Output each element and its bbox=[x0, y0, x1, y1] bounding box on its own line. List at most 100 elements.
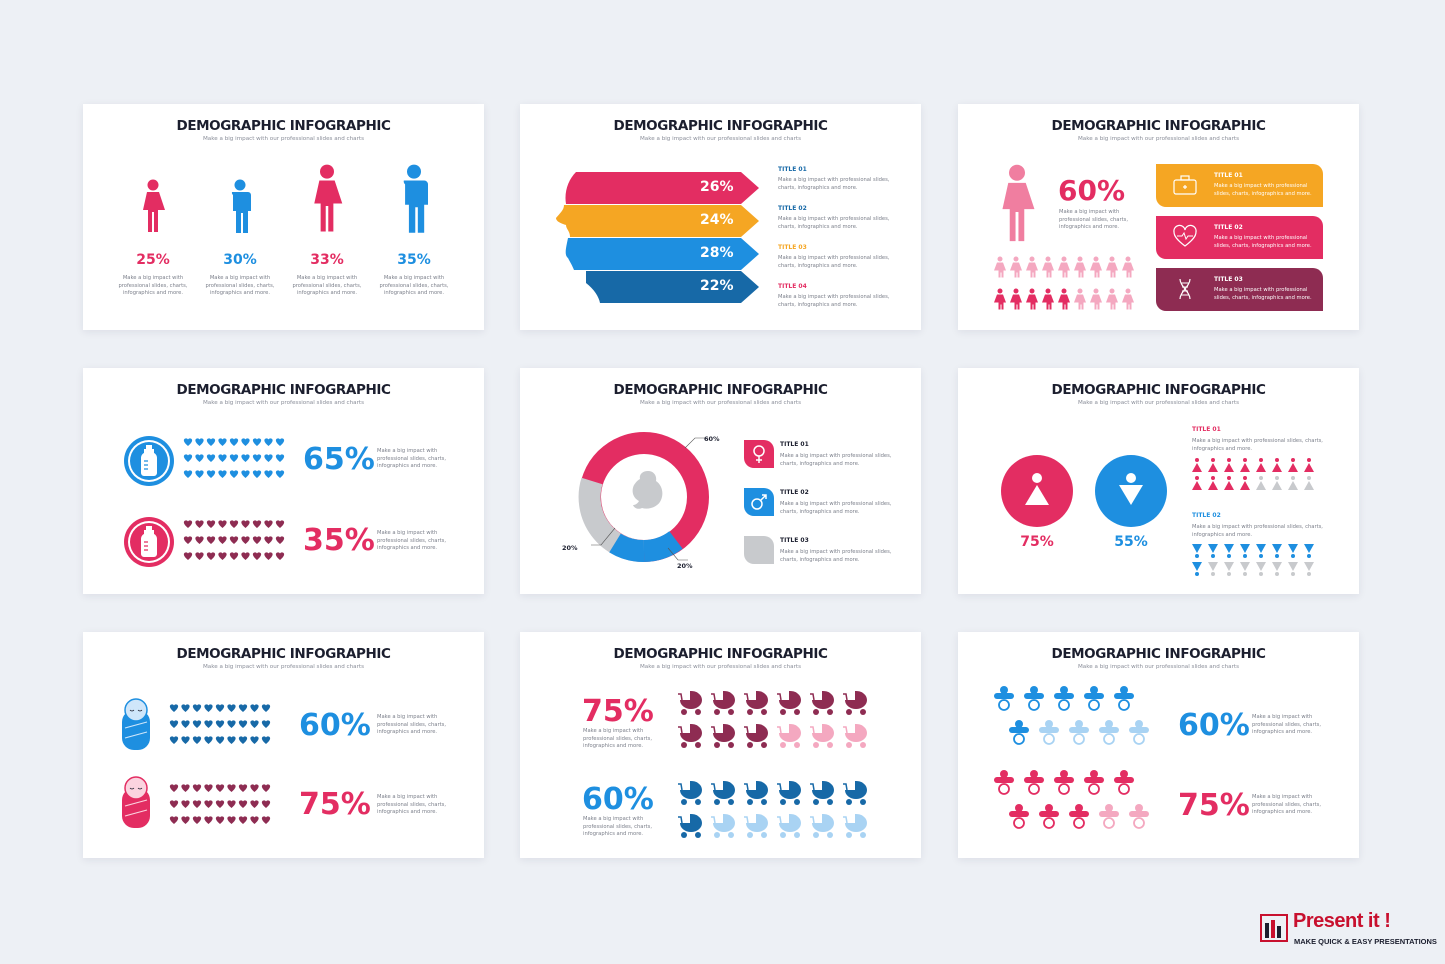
donut-label: 60% bbox=[704, 435, 720, 443]
heart-icon bbox=[264, 552, 273, 560]
slide-3[interactable]: DEMOGRAPHIC INFOGRAPHIC Make a big impac… bbox=[958, 104, 1359, 330]
heart-icon bbox=[252, 454, 262, 462]
stat-description: Make a big impact with professional slide… bbox=[118, 275, 188, 296]
slide-5[interactable]: DEMOGRAPHIC INFOGRAPHIC Make a big impac… bbox=[520, 368, 921, 594]
item-description: Make a big impact with professional slid… bbox=[780, 549, 892, 563]
male-triangle-icon bbox=[1240, 544, 1250, 558]
slide-title: DEMOGRAPHIC INFOGRAPHIC bbox=[1051, 118, 1266, 134]
stroller-icon bbox=[744, 780, 769, 805]
female-symbol-icon bbox=[744, 440, 774, 468]
heart-icon bbox=[252, 470, 262, 478]
female-triangle-icon bbox=[1272, 476, 1282, 490]
stat-description: Make a big impact with professional slide… bbox=[583, 728, 652, 749]
dna-icon bbox=[1179, 278, 1191, 300]
female-triangle-icon bbox=[1304, 476, 1314, 490]
heart-icon bbox=[250, 736, 259, 744]
box-title: TITLE 03 bbox=[1214, 276, 1243, 283]
heart-icon bbox=[227, 800, 236, 808]
heart-icon bbox=[206, 536, 216, 544]
pacifier-icon bbox=[1024, 770, 1044, 795]
heart-icon bbox=[183, 454, 193, 462]
stat-description: Make a big impact with professional slide… bbox=[1252, 714, 1321, 735]
heart-icon bbox=[238, 736, 248, 744]
heart-icon bbox=[275, 454, 285, 462]
male-icon bbox=[231, 179, 251, 233]
female-triangle-icon bbox=[1192, 476, 1202, 490]
heart-icon bbox=[229, 454, 239, 462]
slide-1[interactable]: DEMOGRAPHIC INFOGRAPHIC Make a big impac… bbox=[83, 104, 484, 330]
slide-8[interactable]: DEMOGRAPHIC INFOGRAPHIC Make a big impac… bbox=[520, 632, 921, 858]
item-title: TITLE 02 bbox=[780, 489, 809, 496]
item-title: TITLE 03 bbox=[780, 537, 809, 544]
female-icon bbox=[1010, 256, 1022, 278]
box-description: Make a big impact with professional slide… bbox=[1214, 287, 1312, 301]
stroller-grid bbox=[678, 690, 868, 748]
item-description: Make a big impact with professional slid… bbox=[778, 177, 890, 191]
heart-icon bbox=[229, 536, 239, 544]
heart-icon bbox=[227, 704, 236, 712]
heart-icon bbox=[227, 784, 236, 792]
slide-9[interactable]: DEMOGRAPHIC INFOGRAPHIC Make a big impac… bbox=[958, 632, 1359, 858]
female-circle-icon bbox=[1001, 455, 1073, 527]
heart-icon bbox=[181, 784, 190, 792]
female-icon bbox=[994, 288, 1006, 310]
heart-icon bbox=[195, 520, 204, 528]
female-icon bbox=[994, 256, 1006, 278]
swaddled-baby-icon bbox=[122, 698, 150, 750]
slide-6[interactable]: DEMOGRAPHIC INFOGRAPHIC Make a big impac… bbox=[958, 368, 1359, 594]
slide-2[interactable]: DEMOGRAPHIC INFOGRAPHIC Make a big impac… bbox=[520, 104, 921, 330]
item-title: TITLE 02 bbox=[778, 205, 807, 212]
blank-icon bbox=[744, 536, 774, 564]
item-description: Make a big impact with professional slid… bbox=[778, 216, 890, 230]
stroller-icon bbox=[744, 813, 769, 838]
heart-icon bbox=[227, 816, 236, 824]
stat-percent: 75% bbox=[582, 694, 654, 729]
box-description: Make a big impact with professional slide… bbox=[1214, 183, 1312, 197]
slide-subtitle: Make a big impact with our professional … bbox=[639, 136, 801, 142]
stat-description: Make a big impact with professional slide… bbox=[1059, 209, 1128, 230]
female-icon bbox=[1010, 288, 1022, 310]
heart-icon bbox=[215, 800, 225, 808]
heart-icon bbox=[238, 816, 248, 824]
pacifier-icon bbox=[1039, 804, 1059, 829]
briefcase-icon bbox=[1173, 175, 1197, 195]
heart-icon bbox=[204, 800, 213, 808]
stroller-icon bbox=[711, 690, 736, 715]
heart-icon bbox=[215, 704, 225, 712]
stat-percent: 75% bbox=[1020, 534, 1054, 550]
pacifier-icon bbox=[994, 770, 1014, 795]
slide-subtitle: Make a big impact with our professional … bbox=[202, 136, 364, 142]
heart-icon bbox=[261, 800, 271, 808]
heart-icon bbox=[192, 800, 202, 808]
stat-description: Make a big impact with professional slide… bbox=[379, 275, 449, 296]
stat-percent: 55% bbox=[1114, 534, 1148, 550]
heart-icon bbox=[264, 470, 273, 478]
male-triangle-icon bbox=[1288, 562, 1298, 576]
heart-icon bbox=[241, 536, 250, 544]
slide-4[interactable]: DEMOGRAPHIC INFOGRAPHIC Make a big impac… bbox=[83, 368, 484, 594]
heart-icon bbox=[183, 438, 193, 446]
heart-icon bbox=[218, 552, 227, 560]
brand-tagline: MAKE QUICK & EASY PRESENTATIONS bbox=[1294, 937, 1437, 946]
stroller-icon bbox=[810, 780, 835, 805]
stroller-icon bbox=[711, 780, 736, 805]
female-icon bbox=[1058, 256, 1070, 278]
brand-logo[interactable]: Present it ! MAKE QUICK & EASY PRESENTAT… bbox=[1260, 910, 1437, 952]
stroller-icon bbox=[777, 813, 802, 838]
heart-icon bbox=[181, 720, 190, 728]
heart-icon bbox=[275, 438, 285, 446]
slide-7[interactable]: DEMOGRAPHIC INFOGRAPHIC Make a big impac… bbox=[83, 632, 484, 858]
heart-icon bbox=[227, 720, 236, 728]
heart-icon bbox=[181, 800, 190, 808]
heart-icon bbox=[183, 520, 193, 528]
heart-icon bbox=[215, 720, 225, 728]
slide-title: DEMOGRAPHIC INFOGRAPHIC bbox=[1051, 646, 1266, 662]
stat-description: Make a big impact with professional slide… bbox=[377, 530, 446, 551]
slide-title: DEMOGRAPHIC INFOGRAPHIC bbox=[176, 382, 391, 398]
stroller-icon bbox=[843, 780, 868, 805]
box-description: Make a big impact with professional slide… bbox=[1214, 235, 1312, 249]
stat-description: Make a big impact with professional slide… bbox=[1252, 794, 1321, 815]
female-icon-grid bbox=[994, 256, 1134, 310]
donut-label: 20% bbox=[677, 562, 693, 570]
stroller-icon bbox=[777, 690, 802, 715]
